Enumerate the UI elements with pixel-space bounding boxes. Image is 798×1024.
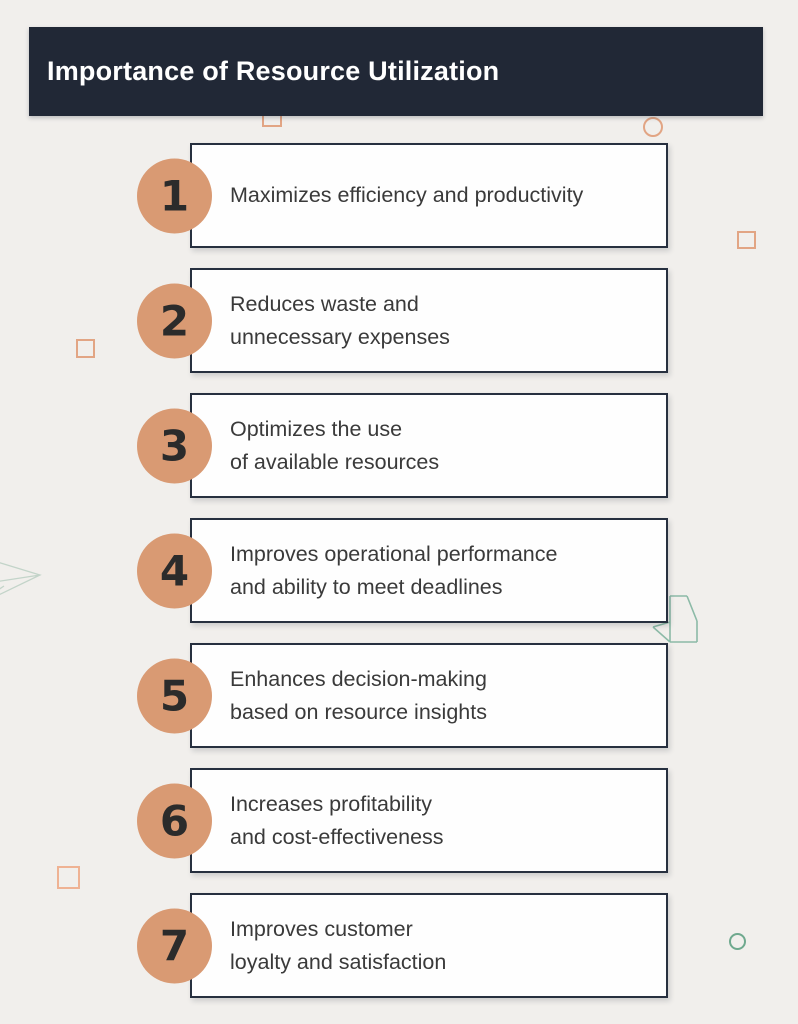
number-badge: 3: [137, 408, 212, 483]
paper-plane-outline-icon: [0, 562, 42, 596]
number-badge: 5: [137, 658, 212, 733]
item-text: of available resources: [230, 449, 440, 474]
number-badge: 7: [137, 908, 212, 983]
item-text: based on resource insights: [230, 699, 487, 724]
item-text: Increases profitability: [230, 791, 432, 816]
item-text: and ability to meet deadlines: [230, 574, 503, 599]
item-text: loyalty and satisfaction: [230, 949, 447, 974]
item-text: Improves operational performance: [230, 541, 558, 566]
item-card: Maximizes efficiency and productivity: [190, 143, 668, 248]
header-band: Importance of Resource Utilization: [29, 27, 763, 116]
list-item: Maximizes efficiency and productivity 1: [137, 143, 678, 248]
item-card: Increases profitability and cost-effecti…: [190, 768, 668, 873]
item-text: Enhances decision-making: [230, 666, 487, 691]
cube-outline-icon: [652, 595, 698, 643]
list-item: Reduces waste and unnecessary expenses 2: [137, 268, 678, 373]
item-card: Improves customer loyalty and satisfacti…: [190, 893, 668, 998]
list-item: Improves customer loyalty and satisfacti…: [137, 893, 678, 998]
item-text: Optimizes the use: [230, 416, 403, 441]
item-text: unnecessary expenses: [230, 324, 450, 349]
item-card: Optimizes the use of available resources: [190, 393, 668, 498]
item-text: Maximizes efficiency and productivity: [230, 183, 584, 207]
square-outline-icon: [76, 339, 95, 358]
item-card: Enhances decision-making based on resour…: [190, 643, 668, 748]
square-outline-icon: [57, 866, 80, 889]
list-item: Enhances decision-making based on resour…: [137, 643, 678, 748]
list-item: Improves operational performance and abi…: [137, 518, 678, 623]
list-item: Increases profitability and cost-effecti…: [137, 768, 678, 873]
square-outline-icon: [737, 231, 756, 249]
item-card: Improves operational performance and abi…: [190, 518, 668, 623]
page-title: Importance of Resource Utilization: [47, 56, 500, 86]
list-item: Optimizes the use of available resources…: [137, 393, 678, 498]
number-badge: 4: [137, 533, 212, 608]
circle-outline-icon: [729, 933, 746, 950]
circle-outline-icon: [643, 117, 663, 137]
item-text: Reduces waste and: [230, 291, 419, 316]
item-text: and cost-effectiveness: [230, 824, 444, 849]
item-text: Improves customer: [230, 916, 413, 941]
number-badge: 2: [137, 283, 212, 358]
item-card: Reduces waste and unnecessary expenses: [190, 268, 668, 373]
number-badge: 1: [137, 158, 212, 233]
number-badge: 6: [137, 783, 212, 858]
